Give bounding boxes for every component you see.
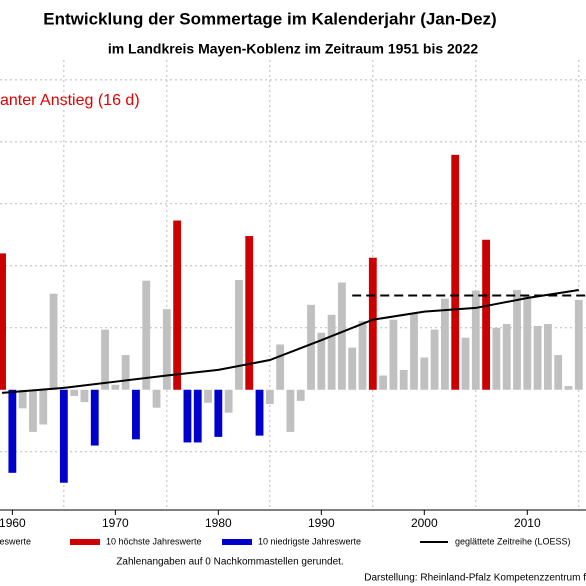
bar bbox=[162, 309, 171, 390]
x-tick-label: 1990 bbox=[308, 516, 335, 530]
bar bbox=[368, 257, 377, 390]
bar bbox=[255, 389, 264, 436]
x-tick-label: 2000 bbox=[411, 516, 438, 530]
chart-subtitle: im Landkreis Mayen-Koblenz im Zeitraum 1… bbox=[108, 41, 479, 57]
bar bbox=[49, 293, 58, 390]
bar bbox=[235, 280, 243, 390]
legend-swatch bbox=[70, 539, 100, 545]
chart-title: Entwicklung der Sommertage im Kalenderja… bbox=[43, 9, 496, 28]
bar bbox=[502, 324, 511, 390]
bar bbox=[101, 329, 109, 390]
bar bbox=[142, 280, 151, 390]
annotation: anter Anstieg (16 d) bbox=[0, 92, 140, 109]
bar bbox=[543, 324, 552, 390]
bar bbox=[59, 389, 68, 483]
bar bbox=[327, 314, 336, 390]
x-tick-label: 1980 bbox=[205, 516, 232, 530]
bar bbox=[111, 384, 120, 390]
credit: Darstellung: Rheinland-Pfalz Kompetenzze… bbox=[364, 573, 586, 584]
bar bbox=[307, 304, 315, 390]
bar bbox=[90, 389, 99, 446]
bar bbox=[152, 389, 161, 408]
legend-swatch bbox=[222, 539, 252, 545]
bar bbox=[461, 337, 470, 390]
bar bbox=[420, 357, 429, 390]
bar bbox=[410, 313, 418, 390]
bar bbox=[338, 282, 346, 390]
bar bbox=[358, 320, 367, 390]
bar bbox=[193, 389, 202, 443]
legend-label: 10 niedrigste Jahreswerte bbox=[258, 536, 361, 546]
bar bbox=[296, 389, 305, 401]
bar bbox=[513, 289, 521, 390]
bar bbox=[80, 389, 89, 403]
bar bbox=[348, 347, 357, 390]
bar bbox=[224, 389, 233, 413]
legend-label: 10 höchste Jahreswerte bbox=[106, 536, 202, 546]
bar bbox=[317, 332, 326, 390]
x-tick-label: 1970 bbox=[102, 516, 129, 530]
bar bbox=[132, 389, 140, 440]
bar bbox=[389, 319, 398, 390]
bar bbox=[8, 389, 17, 473]
bar bbox=[214, 389, 223, 437]
bar bbox=[204, 389, 212, 403]
bar bbox=[451, 154, 460, 390]
bar bbox=[265, 389, 274, 405]
bar bbox=[379, 375, 388, 390]
note: Zahlenangaben auf 0 Nachkommastellen ger… bbox=[116, 557, 343, 568]
bar bbox=[286, 389, 295, 432]
bar bbox=[523, 295, 532, 390]
x-tick-label: 2010 bbox=[514, 516, 541, 530]
bar bbox=[440, 298, 449, 390]
bar bbox=[482, 239, 491, 390]
legend-label: geglättete Zeitreihe (LOESS) bbox=[455, 536, 571, 546]
bar bbox=[183, 389, 192, 443]
bar bbox=[533, 325, 542, 390]
bar bbox=[121, 355, 130, 390]
bar bbox=[276, 344, 285, 390]
loess-line bbox=[1, 288, 579, 394]
bar bbox=[70, 389, 79, 396]
legend-label: Jahreswerte bbox=[0, 536, 31, 546]
bar bbox=[29, 389, 37, 432]
bar bbox=[564, 386, 573, 390]
bar bbox=[492, 327, 501, 390]
bar bbox=[430, 329, 439, 390]
bar bbox=[399, 369, 408, 390]
bar bbox=[173, 220, 182, 390]
bar bbox=[18, 389, 27, 409]
bar bbox=[39, 389, 48, 425]
x-tick-label: 1960 bbox=[0, 516, 26, 530]
bar bbox=[554, 355, 563, 390]
bar bbox=[0, 253, 6, 390]
bar bbox=[574, 299, 583, 390]
bar bbox=[245, 236, 254, 390]
bar bbox=[471, 290, 480, 390]
